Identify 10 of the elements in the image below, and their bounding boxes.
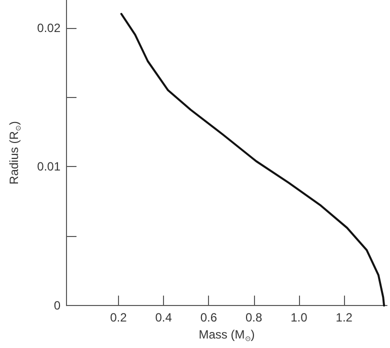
line-series [120, 12, 386, 307]
y-tick-label: 0 [54, 298, 61, 313]
x-tick-label: 0.2 [110, 310, 128, 325]
x-tick-label: 1.0 [290, 310, 308, 325]
x-tick-label: 1.2 [336, 310, 353, 325]
x-tick-label: 0.4 [155, 310, 172, 325]
y-tick-label: 0.01 [37, 160, 61, 174]
y-tick-label: 0.02 [37, 20, 61, 35]
x-tick-label: 0.6 [200, 310, 218, 325]
x-tick-label: 0.8 [245, 310, 262, 325]
